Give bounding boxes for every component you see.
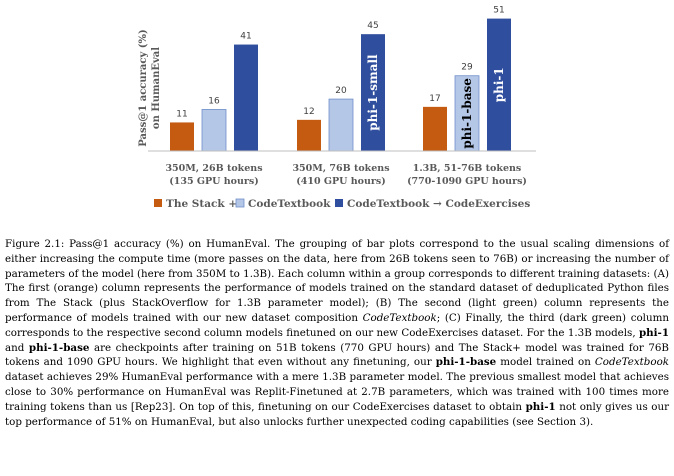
bar xyxy=(201,109,227,152)
legend-swatch xyxy=(335,199,343,207)
bar xyxy=(328,98,354,152)
x-tick-label: (135 GPU hours) xyxy=(169,176,258,187)
legend-swatch xyxy=(154,199,162,207)
caption-run: corresponds to different training datase… xyxy=(5,267,670,295)
caption-line: or increasing the number of parameters o… xyxy=(5,253,669,280)
caption-line: hours. We highlight that even without an… xyxy=(5,356,669,383)
legend-label: CodeTextbook xyxy=(248,198,331,210)
y-axis-label: Pass@1 accuracy (%) on HumanEval xyxy=(138,29,162,146)
bar xyxy=(487,18,511,151)
legend-label: The Stack + xyxy=(166,198,237,210)
bar-name-label: phi-1-small xyxy=(366,54,380,131)
bars xyxy=(170,18,511,152)
bar xyxy=(234,44,258,151)
caption-run: ; (C) Finally, the third (dark green) co… xyxy=(5,311,669,339)
legend: The Stack + CodeTextbook CodeTextbook → Co… xyxy=(154,198,530,210)
y-axis-label-line: on HumanEval xyxy=(151,47,162,129)
caption-line: trained on the standard dataset of dedup… xyxy=(5,282,669,309)
caption-line: models finetuned on our new CodeExercise… xyxy=(5,327,669,354)
caption-line: coding capabilities (see Section 3). xyxy=(411,416,594,428)
bar-name-label: phi-1-base xyxy=(460,78,474,149)
caption-line: achieves close to 30% performance on Hum… xyxy=(5,371,669,398)
x-tick-label: 350M, 26B tokens xyxy=(165,163,262,174)
x-tick-label: (410 GPU hours) xyxy=(296,176,385,187)
caption-run: coding capabilities (see Section 3). xyxy=(410,415,594,428)
bar-value-label: 11 xyxy=(176,109,187,119)
figure-caption: Figure 2.1: Pass@1 accuracy (%) on Human… xyxy=(5,237,669,429)
caption-run: composition xyxy=(294,311,363,324)
bar-value-label: 51 xyxy=(493,6,504,16)
x-tick-label: (770-1090 GPU hours) xyxy=(407,176,527,187)
caption-run: not only gives us our top performance of… xyxy=(5,400,670,428)
value-labels: 11 16 41 12 20 45 17 29 51 xyxy=(176,6,504,120)
bar-value-label: 45 xyxy=(367,21,378,31)
bar-name-labels: phi-1-small phi-1-base phi-1 xyxy=(366,54,506,149)
bar-value-label: 16 xyxy=(208,96,220,106)
bar xyxy=(361,34,385,151)
caption-run: phi-1-base xyxy=(28,341,90,354)
caption-run: dimensions of either increasing the comp… xyxy=(5,238,670,265)
caption-line: Figure 2.1: Pass@1 accuracy (%) on Human… xyxy=(5,238,590,250)
caption-run: after training on 51B tokens (770 GPU ho… xyxy=(5,341,669,369)
caption-line: obtain phi-1 not only gives us our top p… xyxy=(5,401,669,428)
bar-name-label: phi-1 xyxy=(492,67,506,102)
caption-run: with 100 times more training tokens than… xyxy=(5,385,670,413)
caption-run: phi-1 xyxy=(525,400,556,413)
caption-run: phi-1 xyxy=(638,326,669,339)
caption-run: achieves close to 30% performance on Hum… xyxy=(5,371,669,398)
caption-run: dataset xyxy=(5,371,44,384)
caption-run: achieves 29% HumanEval performance with … xyxy=(46,371,621,384)
bar-value-label: 29 xyxy=(461,63,473,73)
caption-run: or increasing the number of parameters o… xyxy=(5,252,669,280)
bar xyxy=(454,75,480,152)
caption-run: model trained on xyxy=(496,356,595,369)
legend-label: CodeTextbook → CodeExercises xyxy=(347,198,530,210)
caption-run: phi-1-base xyxy=(435,356,497,369)
caption-run: obtain xyxy=(489,400,526,413)
bar xyxy=(170,122,194,151)
caption-line: composition CodeTextbook; (C) Finally, t… xyxy=(5,312,669,339)
y-axis-label-line: Pass@1 accuracy (%) xyxy=(138,29,149,146)
caption-run: models finetuned on our new CodeExercise… xyxy=(245,326,639,339)
caption-line: with 100 times more training tokens than… xyxy=(5,386,669,413)
caption-run: Figure 2.1: Pass@1 accuracy (%) on Human… xyxy=(5,238,591,250)
caption-run: CodeTextbook xyxy=(594,356,670,369)
bar-value-label: 17 xyxy=(429,94,440,104)
caption-run: model); (B) The second (light green) col… xyxy=(5,297,669,324)
caption-run: and xyxy=(5,341,29,354)
x-tick-label: 1.3B, 51-76B tokens xyxy=(413,163,522,174)
caption-line: model); (B) The second (light green) col… xyxy=(5,297,669,324)
legend-swatch xyxy=(235,198,245,208)
bar xyxy=(423,106,447,151)
caption-run: hours. We highlight that even without an… xyxy=(124,356,436,369)
caption-line: achieves 29% HumanEval performance with … xyxy=(47,371,621,383)
bar xyxy=(297,119,321,151)
bar-value-label: 20 xyxy=(335,86,347,96)
bar-value-label: 12 xyxy=(303,107,314,117)
x-tick-label: 350M, 76B tokens xyxy=(292,163,389,174)
caption-run: CodeTextbook xyxy=(362,311,437,324)
caption-run: trained on the standard dataset of dedup… xyxy=(5,282,669,310)
x-tick-labels: 350M, 26B tokens (135 GPU hours) 350M, 76B… xyxy=(165,163,527,187)
caption-line: dimensions of either increasing the comp… xyxy=(5,238,669,265)
bar-chart: Pass@1 accuracy (%) on HumanEval 11 16 41 12… xyxy=(138,6,536,210)
bar-value-label: 41 xyxy=(240,32,251,42)
caption-line: after training on 51B tokens (770 GPU ho… xyxy=(5,342,669,369)
caption-run: are checkpoints xyxy=(89,341,179,354)
caption-line: corresponds to different training datase… xyxy=(5,268,669,295)
